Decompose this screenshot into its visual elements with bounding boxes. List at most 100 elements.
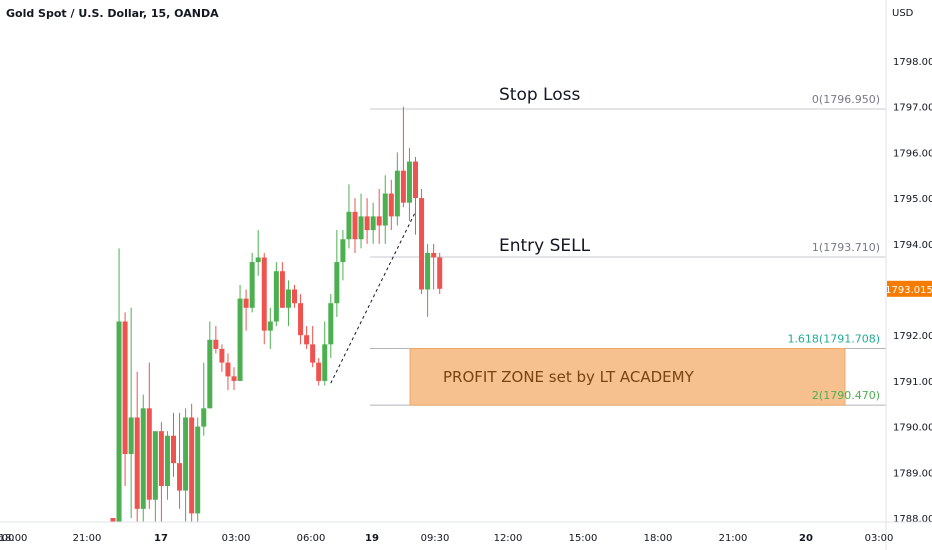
candle-body (437, 257, 443, 289)
candle-body (370, 216, 376, 231)
price-tick-label: 1792.000 (893, 331, 932, 342)
candle[interactable] (328, 294, 334, 359)
candle[interactable] (413, 156, 418, 235)
candle[interactable] (419, 188, 425, 295)
candle-body (352, 211, 358, 240)
candle-body (358, 216, 364, 240)
candle[interactable] (285, 280, 291, 327)
candle-body (388, 193, 394, 217)
candle-body (158, 431, 164, 487)
candle[interactable] (267, 307, 273, 349)
candle[interactable] (400, 106, 406, 208)
candle-body (213, 339, 219, 349)
candle[interactable] (189, 403, 195, 522)
candle[interactable] (382, 175, 388, 244)
candle[interactable] (249, 252, 255, 313)
candle[interactable] (116, 248, 122, 522)
candle[interactable] (128, 307, 134, 518)
price-tick-label: 1798.000 (893, 57, 932, 68)
candle[interactable] (425, 243, 431, 317)
time-tick-label: 15:00 (569, 533, 598, 544)
fib-level-label: 0(1796.950) (812, 93, 880, 106)
time-tick-label: 18:00 (644, 533, 673, 544)
candle[interactable] (340, 230, 346, 281)
candle-body (413, 161, 418, 199)
candle[interactable] (140, 394, 146, 522)
candle[interactable] (171, 412, 176, 477)
candle[interactable] (431, 243, 437, 290)
candle-body (285, 289, 291, 308)
candle[interactable] (370, 202, 376, 244)
candle[interactable] (304, 326, 310, 349)
price-tick-label: 1794.000 (893, 240, 932, 251)
candle[interactable] (122, 312, 128, 487)
candle-body (382, 193, 388, 226)
price-tick-label: 1791.000 (893, 377, 932, 388)
candle[interactable] (255, 230, 261, 276)
candle-body (140, 408, 146, 509)
price-tick-label: 1795.000 (893, 194, 932, 205)
candle[interactable] (261, 252, 267, 345)
candle-body (122, 321, 128, 455)
symbol-title: Gold Spot / U.S. Dollar, 15, OANDA (6, 7, 219, 20)
candle[interactable] (195, 417, 201, 522)
candle[interactable] (146, 362, 152, 509)
candle[interactable] (298, 294, 304, 345)
profit-zone-box[interactable] (409, 348, 846, 406)
candle[interactable] (388, 179, 394, 231)
candle[interactable] (158, 422, 164, 522)
time-tick-label: 06:00 (297, 533, 326, 544)
candle[interactable] (201, 362, 207, 436)
candle[interactable] (219, 344, 225, 372)
candle-body (243, 298, 249, 308)
candle[interactable] (376, 188, 382, 244)
candle[interactable] (152, 431, 158, 522)
candle-body (177, 463, 183, 491)
candle-body (195, 426, 201, 514)
candle[interactable] (243, 289, 249, 331)
candle-body (400, 170, 406, 203)
candle[interactable] (231, 367, 237, 391)
candle[interactable] (352, 198, 358, 253)
candle[interactable] (316, 358, 322, 386)
candle-body (110, 518, 116, 522)
candle[interactable] (225, 353, 231, 391)
price-tick-label: 1797.000 (893, 103, 932, 114)
candle[interactable] (279, 262, 285, 308)
candle-body (425, 252, 431, 290)
candle[interactable] (213, 326, 219, 354)
current-price-label: 1793.015 (885, 285, 932, 296)
candle[interactable] (183, 408, 189, 522)
candle[interactable] (237, 284, 243, 381)
candle[interactable] (394, 152, 400, 226)
candle[interactable] (292, 284, 297, 308)
trend-line[interactable] (330, 211, 416, 384)
candle-body (279, 271, 285, 308)
candle[interactable] (346, 184, 352, 249)
candle-body (346, 211, 352, 240)
fib-level-label: 1(1793.710) (812, 241, 880, 254)
candle-body (406, 161, 412, 203)
candle[interactable] (134, 371, 140, 522)
candle-body (322, 344, 328, 381)
candle-body (376, 216, 382, 226)
candle[interactable] (322, 321, 328, 386)
candle[interactable] (164, 431, 170, 500)
candle[interactable] (358, 193, 364, 249)
time-tick-label: 03:00 (865, 533, 894, 544)
candle-body (255, 257, 261, 263)
candle[interactable] (364, 198, 370, 244)
candle[interactable] (273, 262, 279, 327)
candle[interactable] (334, 230, 340, 317)
candle[interactable] (310, 326, 316, 368)
candle-body (316, 362, 322, 381)
profit-zone-label: PROFIT ZONE set by LT ACADEMY (443, 368, 695, 386)
candle-body (328, 303, 334, 345)
time-axis[interactable]: 18:00 21:00 17 03:00 06:00 19 09:30 12:00 15:00 1… (0, 533, 893, 544)
candle[interactable] (177, 412, 183, 509)
candle[interactable] (207, 321, 213, 409)
candle[interactable] (437, 252, 443, 295)
candle[interactable] (406, 147, 412, 221)
candle[interactable] (110, 518, 116, 522)
